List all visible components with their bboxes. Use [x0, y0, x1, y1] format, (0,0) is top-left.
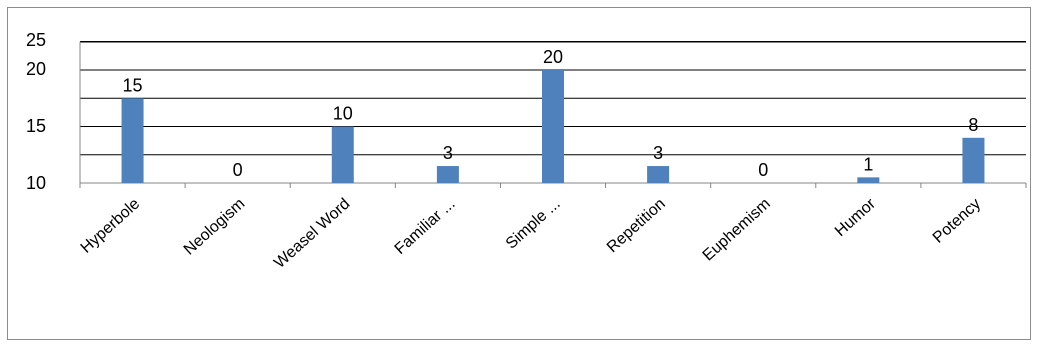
data-label: 0 [758, 160, 768, 180]
category-label: Familiar ... [392, 195, 459, 258]
category-label: Weasel Word [271, 195, 353, 272]
data-label: 3 [443, 143, 453, 163]
category-label: Humor [832, 195, 880, 240]
data-label: 1 [863, 154, 873, 174]
category-label: Euphemism [700, 195, 774, 264]
data-label: 3 [653, 143, 663, 163]
bar-repetition [647, 166, 670, 183]
bar-simple [542, 70, 564, 183]
y-tick-label: 20 [26, 59, 46, 79]
data-label: 15 [123, 75, 143, 95]
bar-hyperbole [121, 98, 144, 183]
data-label: 8 [968, 115, 978, 135]
bar-weasel-word [331, 126, 354, 183]
category-label: Potency [930, 195, 984, 246]
data-label: 20 [543, 47, 563, 67]
data-label: 10 [333, 104, 353, 124]
bar-potency [962, 137, 985, 183]
bar-familiar [436, 166, 459, 183]
bar-humor [857, 177, 880, 183]
category-label: Hyperbole [78, 195, 144, 257]
y-tick-label: 10 [26, 173, 46, 193]
y-tick-label: 15 [26, 116, 46, 136]
chart-frame: 25 20 15 10 15 Hyperbole 0 Neologism 10 Weasel Wo… [7, 7, 1031, 340]
category-label: Neologism [181, 195, 249, 258]
y-tick-label: 25 [26, 30, 46, 50]
category-label: Simple ... [503, 195, 564, 252]
data-label: 0 [233, 160, 243, 180]
category-label: Repetition [604, 195, 669, 256]
